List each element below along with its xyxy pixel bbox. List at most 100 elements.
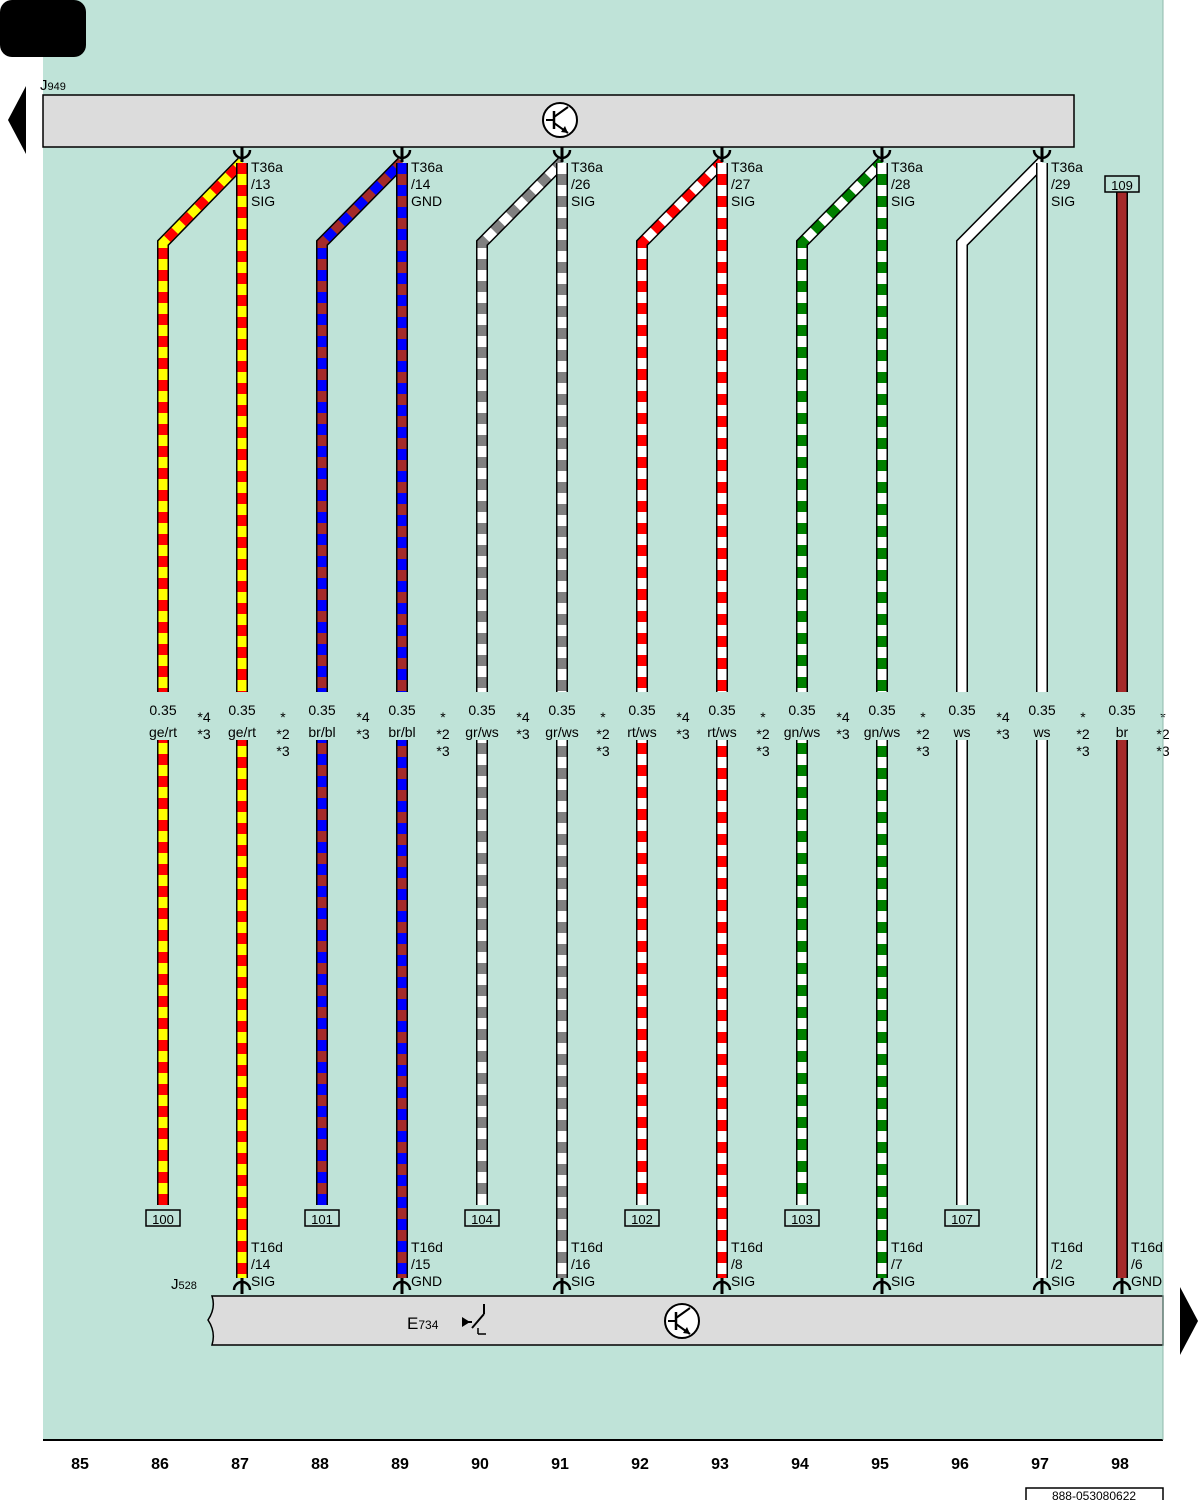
footnote-marker: * (1080, 709, 1086, 725)
column-number: 90 (471, 1456, 489, 1473)
connector-signal: SIG (891, 1273, 915, 1289)
transistor-symbol-icon (542, 102, 578, 138)
connector-pin-number: /14 (411, 176, 431, 192)
connector-pin-number: /15 (411, 1256, 431, 1272)
reference-number: 103 (791, 1212, 813, 1227)
wire-size-label: 0.35 (388, 702, 415, 718)
wire-label-bg (542, 692, 582, 740)
connector-id: T36a (891, 159, 923, 175)
connector-pin-number: /26 (571, 176, 591, 192)
wire-size-label: 0.35 (308, 702, 335, 718)
wire-9 (796, 157, 887, 1205)
reference-number: 104 (471, 1212, 493, 1227)
connector-pin-number: /29 (1051, 176, 1071, 192)
wire-size-label: 0.35 (948, 702, 975, 718)
next-page-arrow-icon[interactable] (1180, 1287, 1198, 1355)
wire-5 (476, 157, 567, 1205)
connector-id: T36a (251, 159, 283, 175)
reference-box[interactable] (624, 1209, 660, 1227)
wire-label-bg (382, 692, 422, 740)
reference-box[interactable] (944, 1209, 980, 1227)
reference-box[interactable] (1104, 175, 1140, 193)
connector-id: T16d (411, 1239, 443, 1255)
wire-label-bg (222, 692, 262, 740)
wire-1 (157, 157, 247, 1205)
connector-signal: SIG (1051, 1273, 1075, 1289)
connector-pin-bottom (712, 1278, 732, 1294)
reference-number: 107 (951, 1212, 973, 1227)
reference-box[interactable] (145, 1209, 181, 1227)
footnote-marker: *2 (596, 726, 609, 742)
connector-id: T16d (1051, 1239, 1083, 1255)
footnote-marker: *3 (916, 743, 929, 759)
connector-pin-bottom (1032, 1278, 1052, 1294)
column-number: 98 (1111, 1456, 1129, 1473)
column-number: 86 (151, 1456, 169, 1473)
column-number: 85 (71, 1456, 89, 1473)
reference-box[interactable] (304, 1209, 340, 1227)
connector-id: T36a (731, 159, 763, 175)
wire-label-bg (702, 692, 742, 740)
wire-size-label: 0.35 (228, 702, 255, 718)
wire-3 (316, 157, 407, 1205)
footnote-marker: *3 (676, 726, 689, 742)
column-number: 92 (631, 1456, 649, 1473)
wire-label-bg (862, 692, 902, 740)
connector-pin-number: /7 (891, 1256, 903, 1272)
connector-pin-top (1032, 147, 1052, 162)
connector-pin-top (872, 147, 892, 162)
footnote-marker: *3 (756, 743, 769, 759)
connector-pin-number: /14 (251, 1256, 271, 1272)
transistor-symbol-icon (664, 1303, 700, 1339)
wire-size-label: 0.35 (868, 702, 895, 718)
wire-color-label: ge/rt (149, 724, 177, 740)
connector-id: T36a (411, 159, 443, 175)
wire-size-label: 0.35 (1028, 702, 1055, 718)
connector-pin-bottom (1112, 1278, 1132, 1294)
footnote-marker: * (280, 709, 286, 725)
footnote-marker: *3 (1076, 743, 1089, 759)
connector-pin-number: /6 (1131, 1256, 1143, 1272)
doc-number: 888-053080622 (1052, 1489, 1136, 1500)
connector-pin-bottom (392, 1278, 412, 1294)
column-number: 89 (391, 1456, 409, 1473)
wire-label-bg (942, 692, 982, 740)
footnote-marker: *3 (596, 743, 609, 759)
connector-id: T16d (891, 1239, 923, 1255)
footnote-marker: *3 (197, 726, 210, 742)
column-number: 91 (551, 1456, 569, 1473)
wire-label-bg (622, 692, 662, 740)
wire-11 (956, 157, 1047, 1205)
column-number: 88 (311, 1456, 329, 1473)
wire-size-label: 0.35 (708, 702, 735, 718)
wire-size-label: 0.35 (468, 702, 495, 718)
connector-signal: GND (411, 193, 442, 209)
wire-color-label: ge/rt (228, 724, 256, 740)
footnote-marker: *3 (836, 726, 849, 742)
footnote-marker: * (760, 709, 766, 725)
connector-pin-number: /2 (1051, 1256, 1063, 1272)
footnote-marker: *2 (756, 726, 769, 742)
control-unit-j528-label: J528 (171, 1276, 197, 1293)
footnote-marker: *4 (836, 709, 849, 725)
connector-signal: GND (1131, 1273, 1162, 1289)
footnote-marker: *2 (436, 726, 449, 742)
wire-color-label: gr/ws (465, 724, 498, 740)
connector-signal: SIG (571, 1273, 595, 1289)
previous-page-arrow-icon[interactable] (8, 86, 26, 154)
connector-signal: SIG (891, 193, 915, 209)
connector-pin-bottom (872, 1278, 892, 1294)
connector-pin-top (712, 147, 732, 162)
footnote-marker: *2 (276, 726, 289, 742)
footnote-marker: *3 (516, 726, 529, 742)
connector-pin-top (392, 147, 412, 162)
wire-size-label: 0.35 (1108, 702, 1135, 718)
connector-signal: SIG (731, 1273, 755, 1289)
footnote-marker: *3 (356, 726, 369, 742)
reference-box[interactable] (784, 1209, 820, 1227)
wire-color-label: br (1116, 724, 1129, 740)
connector-pin-top (232, 147, 252, 162)
footnote-marker: * (600, 709, 606, 725)
reference-box[interactable] (464, 1209, 500, 1227)
